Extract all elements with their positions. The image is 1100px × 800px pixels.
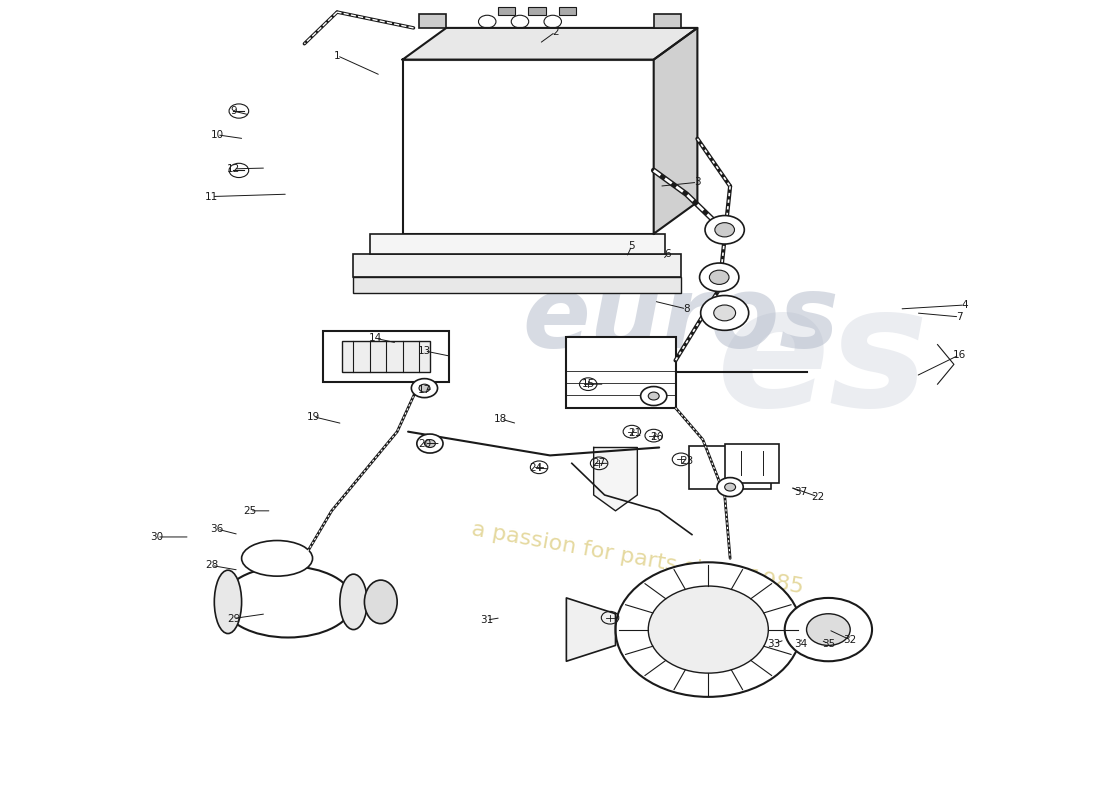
Ellipse shape	[242, 541, 312, 576]
Ellipse shape	[214, 570, 242, 634]
Polygon shape	[566, 598, 616, 662]
Circle shape	[725, 483, 736, 491]
Text: 36: 36	[210, 524, 223, 534]
Text: 24: 24	[529, 463, 542, 473]
Circle shape	[784, 598, 872, 662]
Bar	[528, 7, 546, 15]
Bar	[559, 7, 576, 15]
Text: 15: 15	[582, 379, 595, 389]
Bar	[690, 446, 771, 489]
Bar	[403, 59, 653, 234]
Ellipse shape	[364, 580, 397, 624]
Text: 5: 5	[628, 241, 635, 250]
Text: 21: 21	[628, 428, 641, 438]
Text: euros: euros	[522, 272, 839, 370]
Text: 16: 16	[953, 350, 966, 360]
Circle shape	[425, 439, 436, 447]
Circle shape	[710, 270, 729, 285]
Polygon shape	[594, 447, 637, 511]
Text: 28: 28	[205, 561, 218, 570]
Text: es: es	[717, 279, 930, 442]
Text: 30: 30	[151, 532, 164, 542]
Bar	[323, 330, 449, 382]
Bar	[653, 14, 681, 28]
Circle shape	[717, 478, 744, 497]
Text: 25: 25	[243, 506, 256, 516]
Circle shape	[714, 305, 736, 321]
Circle shape	[701, 295, 749, 330]
Text: a passion for parts since 1985: a passion for parts since 1985	[470, 519, 805, 598]
Text: 17: 17	[418, 385, 431, 394]
Bar	[353, 254, 681, 278]
Circle shape	[648, 586, 768, 673]
Circle shape	[715, 222, 735, 237]
Text: 22: 22	[811, 491, 824, 502]
Text: 6: 6	[664, 249, 671, 258]
Bar	[342, 341, 430, 372]
Bar	[566, 337, 675, 408]
Polygon shape	[403, 28, 697, 59]
Circle shape	[640, 386, 667, 406]
Text: 29: 29	[227, 614, 240, 623]
Text: 13: 13	[418, 346, 431, 356]
Text: 18: 18	[494, 414, 507, 424]
Bar	[497, 7, 515, 15]
Text: 2: 2	[552, 27, 559, 37]
Text: 26: 26	[650, 432, 663, 442]
Text: 27: 27	[593, 458, 606, 468]
Circle shape	[806, 614, 850, 646]
Circle shape	[616, 562, 801, 697]
Text: 20: 20	[418, 438, 431, 449]
Circle shape	[417, 434, 443, 453]
Bar	[725, 443, 779, 483]
Circle shape	[419, 384, 430, 392]
Bar	[353, 278, 681, 293]
Text: 4: 4	[961, 300, 968, 310]
Ellipse shape	[340, 574, 367, 630]
Bar	[419, 14, 447, 28]
Text: 3: 3	[694, 178, 701, 187]
Text: 10: 10	[210, 130, 223, 140]
Ellipse shape	[222, 566, 353, 638]
Text: 12: 12	[227, 164, 240, 174]
Text: 33: 33	[767, 639, 780, 649]
Text: 34: 34	[794, 639, 807, 649]
Text: 1: 1	[333, 50, 340, 61]
Text: 31: 31	[480, 615, 493, 625]
Text: 9: 9	[230, 106, 236, 116]
Text: 37: 37	[794, 487, 807, 497]
Text: 19: 19	[307, 412, 320, 422]
Text: 8: 8	[683, 304, 690, 314]
Circle shape	[411, 378, 438, 398]
Circle shape	[700, 263, 739, 291]
Bar	[370, 234, 664, 254]
Text: 14: 14	[368, 334, 382, 343]
Polygon shape	[653, 28, 697, 234]
Circle shape	[648, 392, 659, 400]
Text: 32: 32	[844, 635, 857, 645]
Text: 11: 11	[205, 191, 218, 202]
Text: 7: 7	[956, 312, 962, 322]
Circle shape	[705, 215, 745, 244]
Text: 35: 35	[822, 639, 835, 649]
Text: 23: 23	[680, 456, 693, 466]
